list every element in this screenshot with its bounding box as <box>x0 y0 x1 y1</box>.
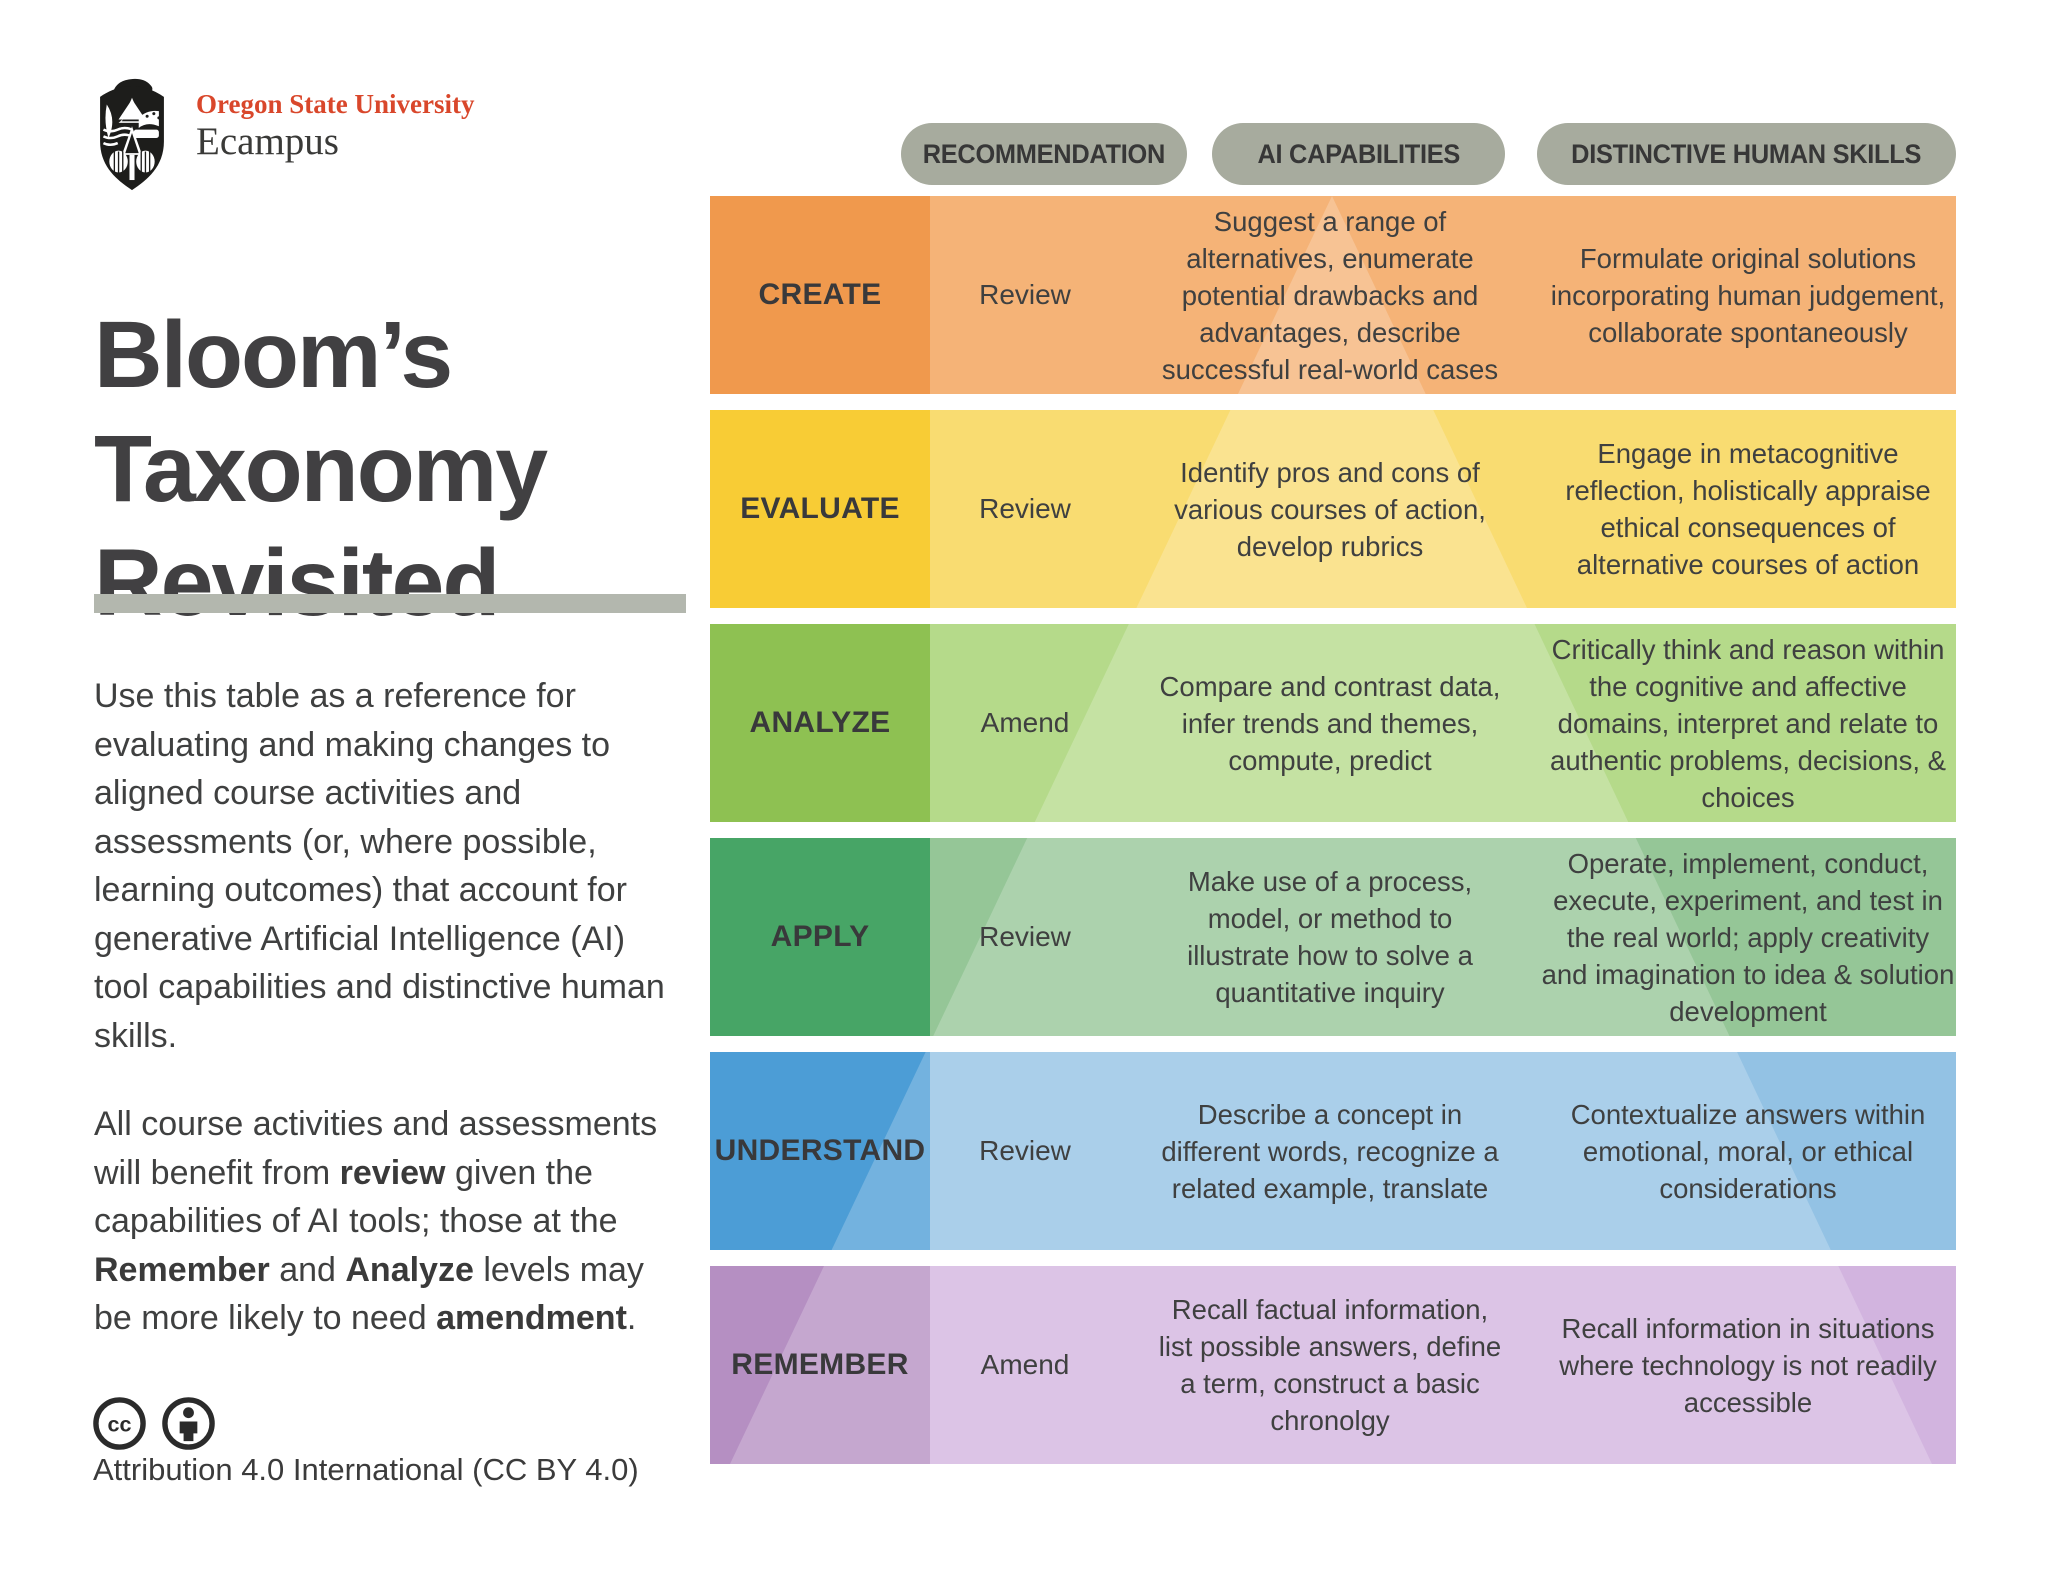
ai-capabilities-text: Suggest a range of alternatives, enumera… <box>1161 205 1499 385</box>
recommendation-cell: Review <box>930 1052 1120 1250</box>
level-label: CREATE <box>758 278 882 311</box>
recommendation-value: Review <box>979 1135 1071 1166</box>
human-skills-cell: Contextualize answers within emotional, … <box>1540 1052 1956 1250</box>
human-skills-cell: Formulate original solutions incorporati… <box>1540 196 1956 394</box>
guidance-paragraph: All course activities and assessments wi… <box>94 1105 658 1337</box>
ai-capabilities-cell: Make use of a process, model, or method … <box>1120 838 1540 1036</box>
table-row-apply: APPLY Review Make use of a process, mode… <box>710 838 1956 1036</box>
taxonomy-table: CREATE Review Suggest a range of alterna… <box>710 196 1956 1464</box>
table-row-remember: REMEMBER Amend Recall factual informatio… <box>710 1266 1956 1464</box>
title-line-3: Revisited <box>94 529 500 636</box>
license-text: Attribution 4.0 International (CC BY 4.0… <box>93 1452 639 1487</box>
recommendation-cell: Review <box>930 838 1120 1036</box>
svg-text:cc: cc <box>107 1411 131 1436</box>
ai-capabilities-cell: Identify pros and cons of various course… <box>1120 410 1540 608</box>
level-label-cell: CREATE <box>710 196 930 394</box>
level-label: UNDERSTAND <box>714 1134 926 1167</box>
human-skills-text: Contextualize answers within emotional, … <box>1570 1098 1926 1204</box>
human-skills-cell: Operate, implement, conduct, execute, ex… <box>1540 838 1956 1036</box>
recommendation-cell: Review <box>930 410 1120 608</box>
brand-unit-name: Ecampus <box>196 120 339 163</box>
level-label: APPLY <box>770 920 870 953</box>
page-title: Bloom’s Taxonomy Revisited <box>94 298 714 640</box>
ai-capabilities-cell: Recall factual information, list possibl… <box>1120 1266 1540 1464</box>
column-header-recommendation: RECOMMENDATION <box>901 123 1187 185</box>
level-label-cell: EVALUATE <box>710 410 930 608</box>
brand-lockup: Oregon State University Ecampus <box>90 74 474 192</box>
level-label-cell: ANALYZE <box>710 624 930 822</box>
human-skills-text: Recall information in situations where t… <box>1559 1312 1937 1418</box>
table-row-understand: UNDERSTAND Review Describe a concept in … <box>710 1052 1956 1250</box>
table-row-analyze: ANALYZE Amend Compare and contrast data,… <box>710 624 1956 822</box>
title-line-2: Taxonomy <box>94 415 548 522</box>
ai-capabilities-text: Describe a concept in different words, r… <box>1161 1098 1499 1204</box>
human-skills-cell: Critically think and reason within the c… <box>1540 624 1956 822</box>
recommendation-value: Review <box>979 493 1071 524</box>
title-line-1: Bloom’s <box>94 301 453 408</box>
ai-capabilities-text: Compare and contrast data, infer trends … <box>1159 670 1501 776</box>
cc-by-person-icon <box>162 1397 215 1450</box>
ai-capabilities-cell: Compare and contrast data, infer trends … <box>1120 624 1540 822</box>
recommendation-value: Amend <box>980 1349 1070 1380</box>
column-header-ai-capabilities: AI CAPABILITIES <box>1212 123 1505 185</box>
table-row-create: CREATE Review Suggest a range of alterna… <box>710 196 1956 394</box>
cc-icon: cc <box>93 1397 146 1450</box>
ai-capabilities-cell: Describe a concept in different words, r… <box>1120 1052 1540 1250</box>
recommendation-value: Review <box>979 921 1071 952</box>
table-row-evaluate: EVALUATE Review Identify pros and cons o… <box>710 410 1956 608</box>
osu-crest-logo <box>100 78 164 191</box>
ai-capabilities-text: Make use of a process, model, or method … <box>1187 866 1473 1008</box>
human-skills-cell: Recall information in situations where t… <box>1540 1266 1956 1464</box>
level-label-cell: REMEMBER <box>710 1266 930 1464</box>
level-label: EVALUATE <box>740 492 900 525</box>
ai-capabilities-text: Identify pros and cons of various course… <box>1174 456 1486 562</box>
recommendation-value: Amend <box>980 707 1070 738</box>
level-label-cell: APPLY <box>710 838 930 1036</box>
brand-university-name: Oregon State University <box>196 89 475 119</box>
ai-capabilities-text: Recall factual information, list possibl… <box>1158 1294 1502 1436</box>
level-label: ANALYZE <box>749 706 891 739</box>
human-skills-text: Operate, implement, conduct, execute, ex… <box>1541 847 1955 1027</box>
human-skills-text: Critically think and reason within the c… <box>1550 633 1946 813</box>
column-header-distinctive-human-skills: DISTINCTIVE HUMAN SKILLS <box>1537 123 1956 185</box>
recommendation-cell: Amend <box>930 624 1120 822</box>
recommendation-value: Review <box>979 279 1071 310</box>
intro-paragraph: Use this table as a reference for evalua… <box>94 677 665 1055</box>
ai-capabilities-cell: Suggest a range of alternatives, enumera… <box>1120 196 1540 394</box>
human-skills-text: Engage in metacognitive reflection, holi… <box>1565 438 1931 580</box>
level-label: REMEMBER <box>731 1348 909 1381</box>
title-divider-rule <box>94 594 686 613</box>
human-skills-cell: Engage in metacognitive reflection, holi… <box>1540 410 1956 608</box>
human-skills-text: Formulate original solutions incorporati… <box>1550 242 1946 348</box>
level-label-cell: UNDERSTAND <box>710 1052 930 1250</box>
recommendation-cell: Review <box>930 196 1120 394</box>
recommendation-cell: Amend <box>930 1266 1120 1464</box>
license-badges: cc <box>92 1396 216 1451</box>
